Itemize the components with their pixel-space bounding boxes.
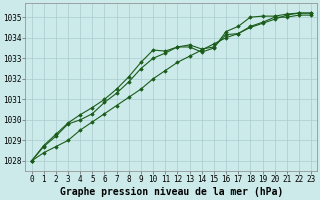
X-axis label: Graphe pression niveau de la mer (hPa): Graphe pression niveau de la mer (hPa)	[60, 187, 283, 197]
